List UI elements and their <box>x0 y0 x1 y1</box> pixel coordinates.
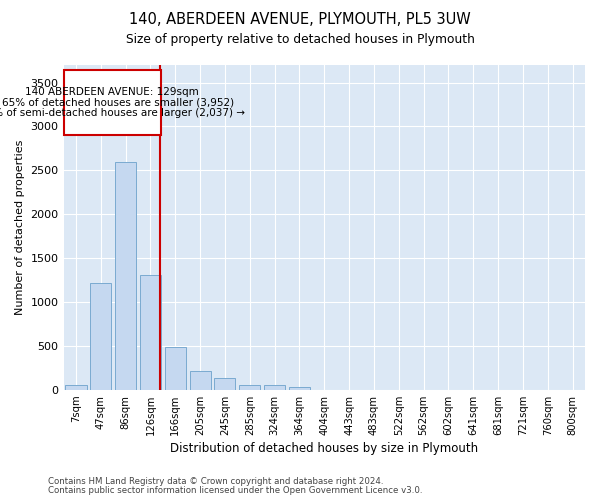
Bar <box>65 385 86 390</box>
Bar <box>90 282 112 390</box>
Bar <box>239 385 260 390</box>
Text: 140, ABERDEEN AVENUE, PLYMOUTH, PL5 3UW: 140, ABERDEEN AVENUE, PLYMOUTH, PL5 3UW <box>129 12 471 28</box>
Bar <box>214 378 235 390</box>
Text: Size of property relative to detached houses in Plymouth: Size of property relative to detached ho… <box>125 32 475 46</box>
Text: Contains public sector information licensed under the Open Government Licence v3: Contains public sector information licen… <box>48 486 422 495</box>
Text: 140 ABERDEEN AVENUE: 129sqm: 140 ABERDEEN AVENUE: 129sqm <box>25 87 199 97</box>
X-axis label: Distribution of detached houses by size in Plymouth: Distribution of detached houses by size … <box>170 442 478 455</box>
FancyBboxPatch shape <box>64 70 161 135</box>
Bar <box>115 162 136 390</box>
Text: Contains HM Land Registry data © Crown copyright and database right 2024.: Contains HM Land Registry data © Crown c… <box>48 477 383 486</box>
Bar <box>264 385 285 390</box>
Text: ← 65% of detached houses are smaller (3,952): ← 65% of detached houses are smaller (3,… <box>0 98 234 108</box>
Bar <box>165 347 186 390</box>
Bar <box>190 370 211 390</box>
Bar <box>140 275 161 390</box>
Text: 34% of semi-detached houses are larger (2,037) →: 34% of semi-detached houses are larger (… <box>0 108 245 118</box>
Bar <box>289 387 310 390</box>
Y-axis label: Number of detached properties: Number of detached properties <box>15 140 25 315</box>
